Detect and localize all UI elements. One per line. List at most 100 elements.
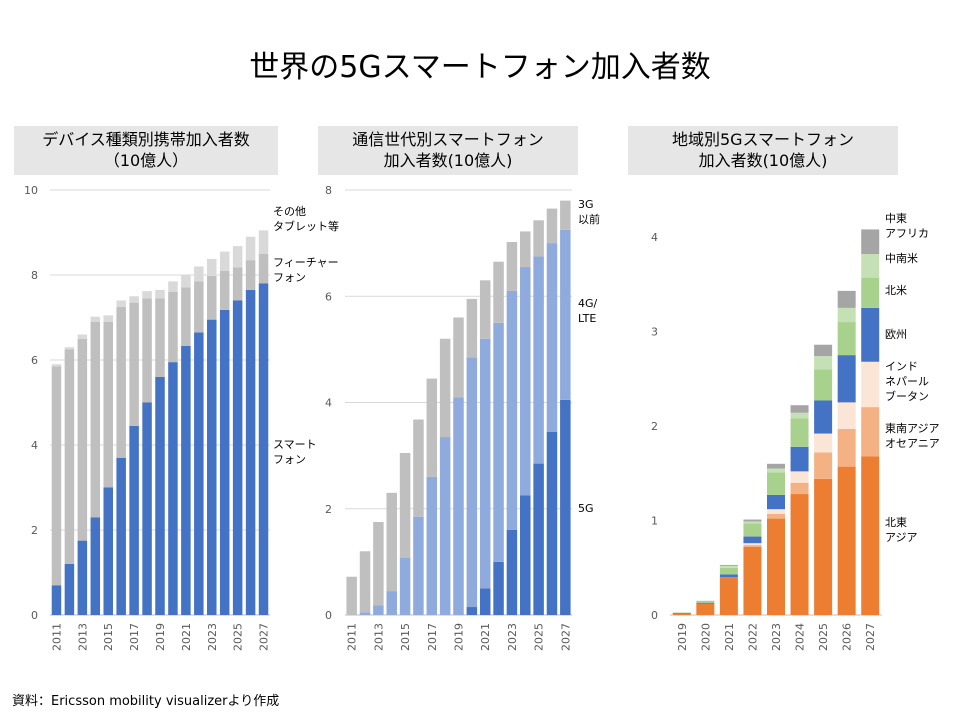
- device-bar-2013-series-2: [77, 334, 88, 339]
- region-bar-2024-series-6: [790, 405, 809, 413]
- region-bar-2027-series-1: [861, 407, 880, 457]
- generation-x-tick-label: 2015: [399, 623, 412, 651]
- generation-bar-2022-series-0: [493, 561, 504, 615]
- generation-bar-2019-series-1: [453, 397, 464, 615]
- region-bar-2021-series-6: [719, 564, 738, 566]
- device-y-tick-label: 2: [31, 524, 38, 537]
- generation-bar-2019-series-2: [453, 317, 464, 398]
- region-bar-2025-series-4: [814, 369, 833, 401]
- generation-bar-2026-series-1: [546, 243, 558, 432]
- region-y-tick-label: 1: [651, 515, 658, 528]
- device-series-label-0: スマート: [273, 438, 317, 451]
- device-series-label-1: フィーチャー: [273, 256, 339, 269]
- region-bar-2025-series-5: [814, 356, 833, 370]
- generation-bar-2024-series-2: [520, 231, 531, 268]
- device-x-tick-label: 2015: [102, 623, 115, 651]
- device-bar-2020-series-1: [168, 292, 178, 363]
- panel-title-region-line2: 加入者数(10億人): [698, 151, 828, 170]
- device-bar-2011-series-1: [51, 366, 62, 586]
- device-x-tick-label: 2011: [50, 623, 63, 651]
- device-y-tick-label: 4: [31, 439, 38, 452]
- region-bar-2025-series-2: [814, 433, 833, 453]
- region-series-label-2: インド: [885, 360, 918, 373]
- device-series-label-1: フォン: [273, 271, 306, 284]
- device-bar-2014-series-0: [90, 517, 101, 615]
- region-bar-2027-series-3: [861, 307, 880, 362]
- generation-x-tick-label: 2025: [533, 623, 546, 651]
- region-bar-2023-series-3: [767, 494, 785, 510]
- region-bar-2020-series-0: [696, 603, 715, 615]
- region-x-tick-label: 2020: [699, 623, 712, 651]
- region-x-tick-label: 2024: [794, 623, 807, 651]
- panel-title-region: 地域別5Gスマートフォン 加入者数(10億人): [628, 126, 898, 175]
- region-y-tick-label: 2: [651, 420, 658, 433]
- device-bar-2026-series-0: [245, 289, 256, 615]
- device-bar-2018-series-2: [142, 291, 152, 299]
- device-x-tick-label: 2021: [180, 623, 193, 651]
- region-y-tick-label: 0: [651, 609, 658, 622]
- device-bar-2022-series-2: [194, 266, 204, 282]
- device-bar-2025-series-2: [232, 246, 243, 268]
- generation-bar-2020-series-0: [466, 607, 478, 615]
- device-bar-2021-series-1: [181, 287, 191, 346]
- region-bar-2027-series-2: [861, 361, 880, 408]
- device-y-tick-label: 10: [24, 184, 38, 197]
- generation-series-label-2: 3G: [578, 198, 594, 211]
- device-bar-2014-series-2: [90, 316, 101, 322]
- region-bar-2027-series-0: [861, 456, 880, 615]
- region-bar-2026-series-2: [837, 402, 856, 429]
- region-bar-2023-series-0: [767, 518, 785, 615]
- generation-series-label-2: 以前: [578, 212, 600, 226]
- region-x-tick-label: 2022: [746, 623, 759, 651]
- region-x-tick-label: 2026: [841, 623, 854, 651]
- generation-bar-2023-series-0: [506, 530, 518, 615]
- device-series-label-0: フォン: [273, 453, 306, 466]
- device-bar-2017-series-1: [129, 302, 139, 426]
- region-bar-2021-series-0: [719, 577, 738, 615]
- region-bar-2020-series-5: [696, 601, 715, 602]
- region-bar-2023-series-6: [767, 463, 785, 469]
- device-bar-2014-series-1: [90, 321, 101, 518]
- generation-bar-2016-series-1: [413, 516, 424, 615]
- panel-title-device-line2: （10億人）: [103, 151, 189, 170]
- region-bar-2021-series-4: [719, 567, 738, 575]
- device-bar-2022-series-1: [194, 281, 204, 333]
- generation-x-tick-label: 2011: [346, 623, 359, 651]
- generation-bar-2016-series-2: [413, 419, 424, 517]
- region-bar-2021-series-3: [719, 574, 738, 578]
- region-bar-2026-series-3: [837, 355, 856, 403]
- device-x-tick-label: 2019: [154, 623, 167, 651]
- panel-title-region-line1: 地域別5Gスマートフォン: [671, 130, 855, 149]
- device-bar-2019-series-0: [155, 377, 165, 615]
- generation-bar-2024-series-1: [520, 267, 531, 496]
- device-bar-2019-series-1: [155, 298, 165, 377]
- region-bar-2023-series-2: [767, 509, 785, 514]
- region-x-tick-label: 2019: [676, 623, 689, 651]
- region-series-label-5: 中南米: [885, 252, 918, 265]
- region-series-label-6: 中東: [885, 212, 907, 225]
- region-bar-2019-series-4: [672, 612, 691, 614]
- region-bar-2024-series-4: [790, 418, 809, 447]
- region-y-tick-label: 4: [651, 231, 658, 244]
- generation-bar-2013-series-1: [373, 605, 384, 615]
- region-bar-2025-series-3: [814, 400, 833, 434]
- region-bar-2022-series-5: [743, 521, 762, 524]
- device-y-tick-label: 6: [31, 354, 38, 367]
- source-note: 資料：Ericsson mobility visualizerより作成: [12, 694, 280, 709]
- device-x-tick-label: 2017: [128, 623, 141, 651]
- region-x-tick-label: 2027: [864, 623, 877, 651]
- region-bar-2022-series-1: [743, 545, 762, 547]
- generation-bar-2025-series-2: [533, 220, 544, 257]
- generation-bar-2021-series-1: [479, 338, 491, 589]
- generation-bar-2015-series-1: [399, 557, 411, 615]
- generation-bar-2021-series-2: [479, 280, 491, 339]
- region-bar-2026-series-0: [837, 466, 856, 615]
- device-bar-2027-series-2: [258, 230, 269, 254]
- region-bar-2026-series-6: [837, 290, 856, 308]
- device-bar-2019-series-2: [155, 289, 165, 299]
- region-x-tick-label: 2025: [817, 623, 830, 651]
- device-x-tick-label: 2023: [206, 623, 219, 651]
- generation-y-tick-label: 4: [325, 397, 332, 410]
- device-bar-2026-series-2: [245, 236, 256, 261]
- region-bar-2023-series-5: [767, 468, 785, 473]
